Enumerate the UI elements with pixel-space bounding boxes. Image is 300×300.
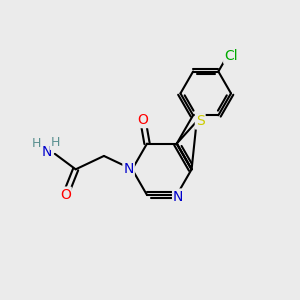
Text: N: N (123, 162, 134, 176)
Text: Cl: Cl (224, 49, 238, 63)
Text: H: H (32, 137, 41, 150)
Text: S: S (196, 115, 205, 128)
Text: H: H (51, 136, 60, 149)
Text: N: N (41, 146, 52, 159)
Text: O: O (60, 188, 71, 202)
Text: O: O (138, 113, 148, 127)
Text: N: N (173, 190, 183, 203)
